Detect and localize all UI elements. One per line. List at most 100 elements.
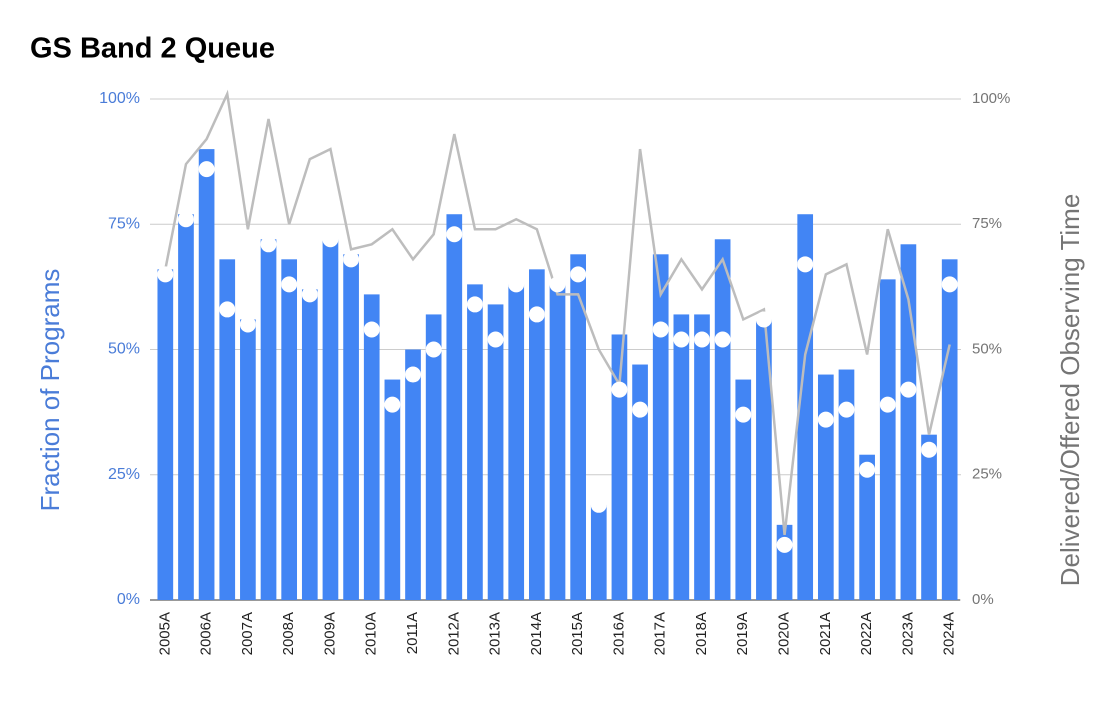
point xyxy=(673,331,690,348)
bar xyxy=(467,284,483,600)
point xyxy=(570,266,587,283)
point xyxy=(177,211,194,228)
x-tick-label: 2024A xyxy=(941,612,958,655)
point xyxy=(755,311,772,328)
x-tick-label: 2015A xyxy=(569,612,586,655)
y-tick-label: 50% xyxy=(108,341,140,358)
bar xyxy=(487,304,504,600)
point xyxy=(817,411,834,428)
x-tick-label: 2005A xyxy=(156,612,173,655)
point xyxy=(508,276,525,293)
point xyxy=(652,321,669,338)
x-tick-label: 2009A xyxy=(321,612,338,655)
point xyxy=(590,496,607,513)
point xyxy=(301,286,318,303)
point xyxy=(714,331,731,348)
line xyxy=(164,89,951,536)
point xyxy=(735,406,752,423)
point xyxy=(446,226,463,243)
y2-tick-label: 0% xyxy=(972,591,994,608)
y-tick-label: 75% xyxy=(108,215,140,232)
bar xyxy=(322,239,339,600)
point xyxy=(776,536,793,553)
bar xyxy=(425,314,442,600)
bar xyxy=(281,259,298,600)
bar xyxy=(157,269,174,600)
bar xyxy=(611,334,628,600)
point xyxy=(260,236,277,253)
point xyxy=(343,251,360,268)
point xyxy=(879,396,896,413)
x-tick-label: 2019A xyxy=(734,612,751,655)
x-tick-label: 2012A xyxy=(445,612,462,655)
y2-tick-label: 100% xyxy=(972,90,1010,107)
bar xyxy=(301,289,318,600)
point xyxy=(528,306,545,323)
point xyxy=(693,331,710,348)
bar xyxy=(446,214,463,601)
x-tick-label: 2013A xyxy=(487,612,504,655)
y2-tick-label: 75% xyxy=(972,215,1002,232)
point xyxy=(219,301,236,318)
bar xyxy=(632,364,648,600)
point xyxy=(900,381,917,398)
point xyxy=(466,296,483,313)
x-tick-label: 2007A xyxy=(239,612,256,655)
x-tick-label: 2011A xyxy=(404,612,421,654)
bar xyxy=(859,454,875,600)
bar xyxy=(735,379,752,600)
point xyxy=(239,316,256,333)
bar xyxy=(343,254,359,600)
y2-tick-label: 50% xyxy=(972,340,1002,357)
point xyxy=(632,401,649,418)
point xyxy=(941,276,958,293)
bar xyxy=(363,294,380,600)
x-tick-label: 2016A xyxy=(610,612,627,655)
y2-tick-label: 25% xyxy=(972,466,1002,483)
point xyxy=(549,276,566,293)
x-tick-label: 2006A xyxy=(198,612,215,655)
bar xyxy=(590,504,607,600)
point xyxy=(363,321,380,338)
x-tick-label: 2008A xyxy=(280,612,297,655)
chart-title: GS Band 2 Queue xyxy=(30,33,275,65)
x-tick-label: 2023A xyxy=(899,612,916,655)
bar xyxy=(921,434,937,600)
y-tick-label: 25% xyxy=(108,466,140,483)
x-tick-label: 2022A xyxy=(858,612,875,655)
point xyxy=(281,276,298,293)
point xyxy=(797,256,814,273)
point xyxy=(611,381,628,398)
point xyxy=(425,341,442,358)
bar xyxy=(756,319,772,600)
bar xyxy=(178,214,194,601)
x-tick-label: 2017A xyxy=(652,612,669,655)
bar xyxy=(694,314,710,600)
point xyxy=(322,231,339,248)
bar xyxy=(549,284,566,600)
x-tick-label: 2021A xyxy=(817,612,834,655)
point xyxy=(487,331,504,348)
point xyxy=(384,396,401,413)
point xyxy=(859,461,876,478)
bar xyxy=(570,254,586,600)
point xyxy=(157,266,174,283)
bar xyxy=(219,259,236,600)
x-tick-label: 2018A xyxy=(693,612,710,655)
point xyxy=(198,161,215,178)
point xyxy=(405,366,422,383)
y2-axis-label: Delivered/Offered Observing Time xyxy=(1055,194,1085,587)
x-tick-label: 2014A xyxy=(528,612,545,655)
bar xyxy=(405,349,421,600)
bar xyxy=(797,214,814,601)
x-tick-label: 2010A xyxy=(363,612,380,655)
bar xyxy=(652,254,669,600)
bar xyxy=(240,319,256,600)
bar xyxy=(941,259,958,600)
point xyxy=(921,441,938,458)
y-tick-label: 100% xyxy=(99,90,140,107)
bar xyxy=(879,279,896,600)
bar xyxy=(838,369,855,600)
